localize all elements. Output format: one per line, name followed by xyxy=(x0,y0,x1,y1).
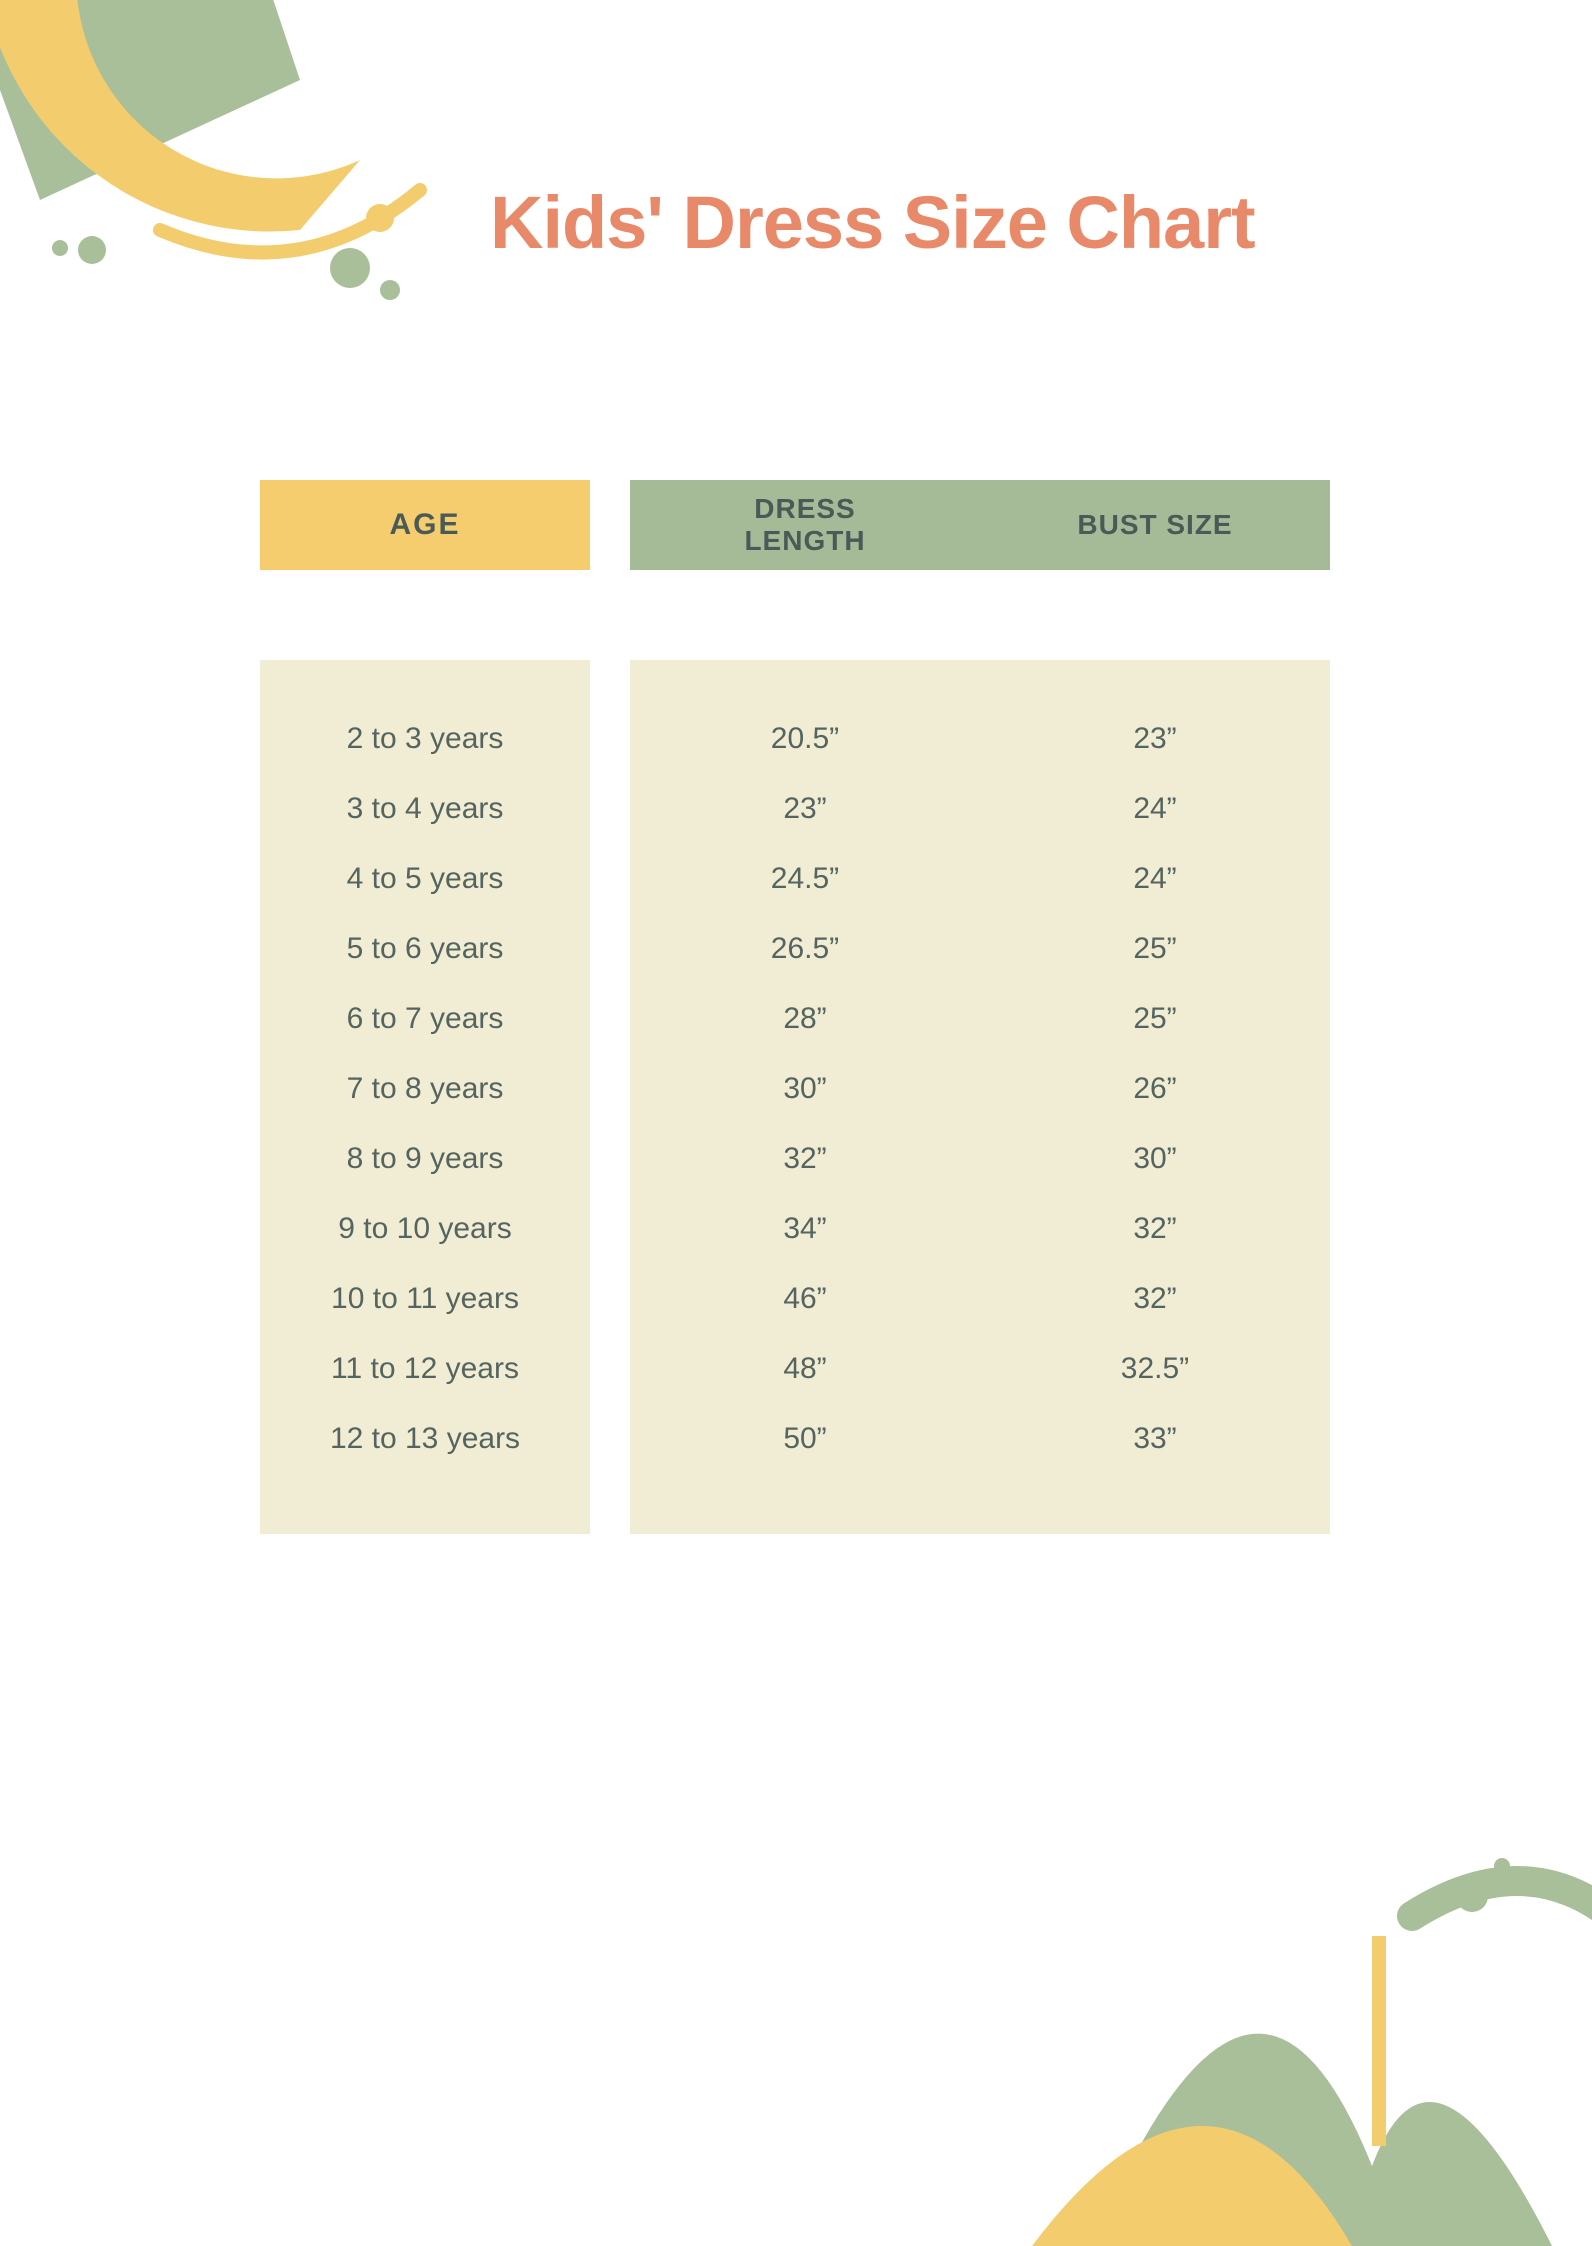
table-row-bust-size: 33” xyxy=(980,1404,1330,1474)
table-row-age: 7 to 8 years xyxy=(260,1054,590,1124)
header-dress-length-label: DRESSLENGTH xyxy=(744,493,865,556)
table-row-dress-length: 32” xyxy=(630,1124,980,1194)
table-row-dress-length: 50” xyxy=(630,1404,980,1474)
table-row-dress-length: 46” xyxy=(630,1264,980,1334)
header-bust-size-label: BUST SIZE xyxy=(1077,509,1232,540)
age-column: 2 to 3 years3 to 4 years4 to 5 years5 to… xyxy=(260,660,590,1534)
table-row-bust-size: 24” xyxy=(980,844,1330,914)
table-row-dress-length: 20.5” xyxy=(630,704,980,774)
header-age-label: AGE xyxy=(389,508,460,542)
bust-size-column: 23”24”24”25”25”26”30”32”32”32.5”33” xyxy=(980,704,1330,1474)
table-header-row: AGE DRESSLENGTH BUST SIZE xyxy=(260,480,1330,570)
decoration-top-left xyxy=(0,0,520,340)
measurements-columns: 20.5”23”24.5”26.5”28”30”32”34”46”48”50” … xyxy=(630,660,1330,1534)
table-row-bust-size: 24” xyxy=(980,774,1330,844)
table-row-age: 12 to 13 years xyxy=(260,1404,590,1474)
decoration-bottom-right xyxy=(912,1746,1592,2246)
table-row-age: 2 to 3 years xyxy=(260,704,590,774)
table-row-dress-length: 30” xyxy=(630,1054,980,1124)
table-row-age: 3 to 4 years xyxy=(260,774,590,844)
table-body: 2 to 3 years3 to 4 years4 to 5 years5 to… xyxy=(260,660,1330,1534)
page-title: Kids' Dress Size Chart xyxy=(490,180,1255,265)
table-row-bust-size: 32” xyxy=(980,1194,1330,1264)
table-row-age: 9 to 10 years xyxy=(260,1194,590,1264)
table-row-dress-length: 24.5” xyxy=(630,844,980,914)
table-row-age: 8 to 9 years xyxy=(260,1124,590,1194)
table-row-dress-length: 34” xyxy=(630,1194,980,1264)
table-row-bust-size: 25” xyxy=(980,984,1330,1054)
table-row-bust-size: 23” xyxy=(980,704,1330,774)
table-row-age: 11 to 12 years xyxy=(260,1334,590,1404)
size-chart: AGE DRESSLENGTH BUST SIZE 2 to 3 years3 … xyxy=(260,480,1330,1534)
header-age: AGE xyxy=(260,480,590,570)
header-bust-size: BUST SIZE xyxy=(980,509,1330,541)
table-row-bust-size: 32.5” xyxy=(980,1334,1330,1404)
table-row-dress-length: 26.5” xyxy=(630,914,980,984)
table-row-age: 6 to 7 years xyxy=(260,984,590,1054)
table-row-dress-length: 28” xyxy=(630,984,980,1054)
table-row-dress-length: 48” xyxy=(630,1334,980,1404)
table-row-age: 5 to 6 years xyxy=(260,914,590,984)
table-row-bust-size: 25” xyxy=(980,914,1330,984)
dress-length-column: 20.5”23”24.5”26.5”28”30”32”34”46”48”50” xyxy=(630,704,980,1474)
table-row-bust-size: 26” xyxy=(980,1054,1330,1124)
table-row-bust-size: 30” xyxy=(980,1124,1330,1194)
table-row-dress-length: 23” xyxy=(630,774,980,844)
table-row-bust-size: 32” xyxy=(980,1264,1330,1334)
table-row-age: 10 to 11 years xyxy=(260,1264,590,1334)
header-measurements: DRESSLENGTH BUST SIZE xyxy=(630,480,1330,570)
header-dress-length: DRESSLENGTH xyxy=(630,493,980,557)
table-row-age: 4 to 5 years xyxy=(260,844,590,914)
